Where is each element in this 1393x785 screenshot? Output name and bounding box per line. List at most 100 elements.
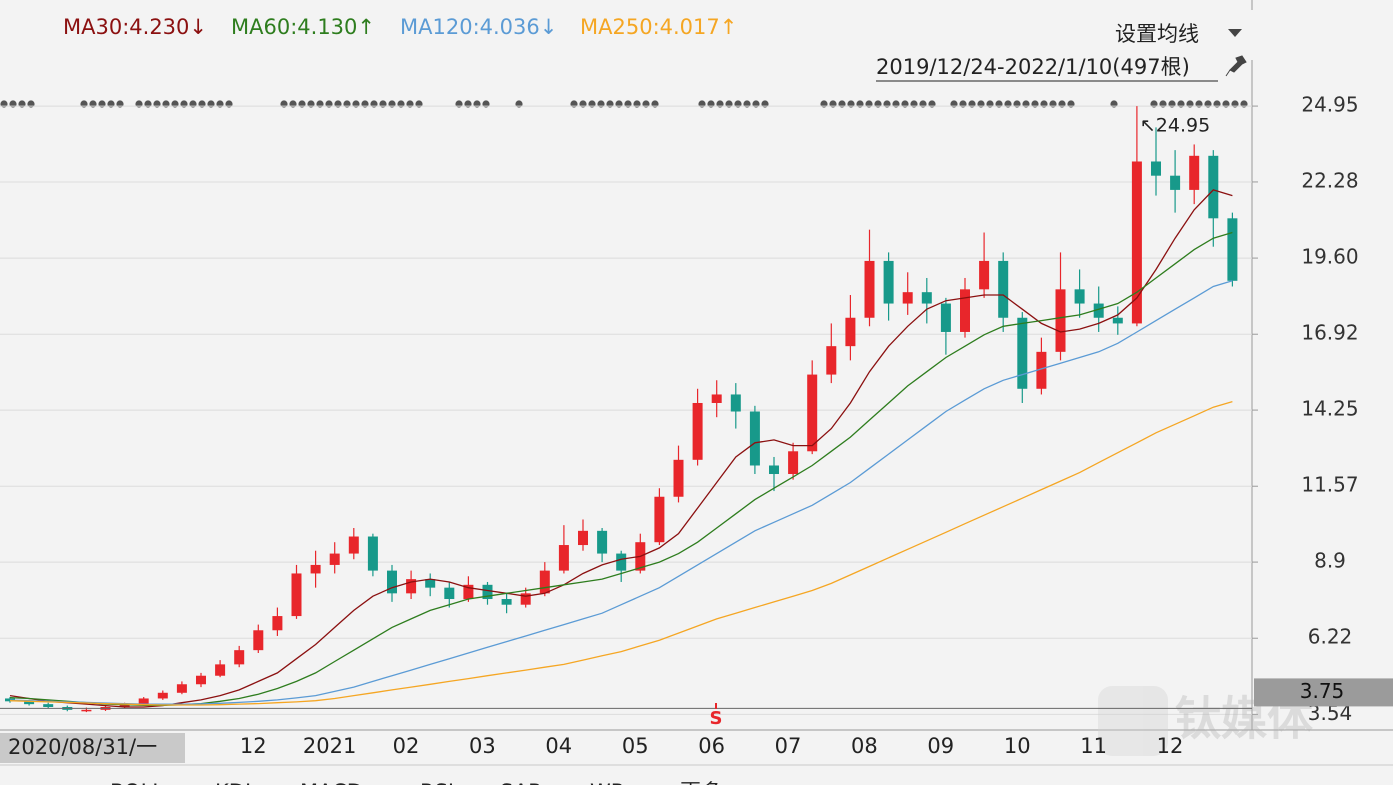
- candle-body: [1017, 317, 1028, 389]
- indicator-tab[interactable]: KDJ: [215, 780, 251, 785]
- candle-body: [310, 564, 321, 574]
- candle-body: [1112, 317, 1123, 324]
- candle-body: [597, 530, 608, 554]
- ma-line: [9, 280, 1233, 705]
- candle-body: [501, 599, 512, 605]
- candle-body: [176, 684, 187, 693]
- candle-body: [1189, 155, 1200, 190]
- candle-body: [998, 260, 1009, 318]
- candle-body: [425, 579, 436, 588]
- candle-body: [482, 584, 493, 600]
- x-tick-label: 06: [698, 734, 725, 758]
- candle-body: [157, 692, 168, 699]
- x-tick-label: 03: [469, 734, 496, 758]
- candle-body: [769, 465, 779, 475]
- y-tick-label: 8.9: [1314, 549, 1346, 573]
- crosshair-label: 3.75: [1300, 679, 1345, 703]
- candle-body: [387, 570, 397, 594]
- crosshair-box: [1254, 678, 1393, 707]
- candle-body: [1074, 289, 1085, 304]
- indicator-tab[interactable]: 更多: [680, 780, 722, 785]
- indicator-tab[interactable]: RSI: [420, 780, 454, 785]
- high-annotation: ↖24.95: [1140, 115, 1210, 137]
- candle-body: [406, 579, 417, 594]
- y-tick-label: 14.25: [1301, 397, 1358, 421]
- candle-body: [463, 584, 474, 600]
- x-tick-label: 12: [1157, 734, 1184, 758]
- candle-body: [883, 260, 894, 304]
- settings-button[interactable]: 设置均线: [1115, 22, 1199, 46]
- x-tick-label: 07: [775, 734, 802, 758]
- date-range: 2019/12/24-2022/1/10(497根): [876, 55, 1190, 79]
- ma-line: [9, 400, 1233, 706]
- y-tick-label: 16.92: [1301, 321, 1358, 345]
- candle-body: [1227, 218, 1238, 281]
- settings-panel: [1086, 10, 1256, 60]
- candle-body: [902, 292, 913, 304]
- y-tick-label: 11.57: [1301, 473, 1358, 497]
- cursor-date-box: [0, 733, 185, 763]
- plot-area: [0, 105, 1258, 715]
- indicator-tab[interactable]: MACD: [300, 780, 363, 785]
- signal-marker: S: [710, 708, 723, 729]
- candle-body: [654, 496, 665, 543]
- candle-body: [673, 459, 684, 497]
- y-tick-label: 22.28: [1301, 168, 1358, 192]
- indicator-tab[interactable]: SAR: [500, 780, 543, 785]
- candle-body: [253, 630, 264, 651]
- y-tick-label: 6.22: [1308, 625, 1353, 649]
- candle-body: [1093, 303, 1104, 318]
- candle-body: [749, 411, 760, 466]
- candle-body: [788, 451, 799, 475]
- candle-body: [692, 402, 703, 460]
- legend-entry: MA120:4.036↓: [400, 15, 557, 39]
- cursor-date: 2020/08/31/一: [8, 735, 157, 759]
- candle-body: [119, 704, 130, 707]
- candle-body: [1131, 161, 1142, 324]
- x-tick-label: 08: [851, 734, 878, 758]
- candle-body: [329, 553, 340, 565]
- candle-body: [138, 698, 149, 705]
- x-tick-label: 02: [393, 734, 420, 758]
- candle-body: [348, 536, 359, 554]
- candle-body: [196, 675, 206, 685]
- legend-entry: MA60:4.130↑: [231, 15, 375, 39]
- candle-body: [367, 536, 378, 571]
- candle-body: [444, 587, 455, 600]
- candle-body: [558, 545, 569, 571]
- candle-body: [1036, 351, 1047, 389]
- indicator-tab[interactable]: WR: [590, 780, 625, 785]
- candle-body: [616, 553, 627, 571]
- candle-body: [1055, 289, 1066, 352]
- dropdown-arrow[interactable]: [1228, 29, 1242, 37]
- candle-body: [1170, 175, 1181, 190]
- candle-body: [845, 317, 856, 347]
- candle-body: [215, 664, 226, 676]
- watermark: 钛媒体: [1098, 686, 1313, 756]
- indicator-tab[interactable]: BOLL: [110, 780, 164, 785]
- candle-body: [291, 573, 302, 617]
- x-tick-label: 2021: [303, 734, 356, 758]
- candle-body: [960, 289, 970, 332]
- pin-icon[interactable]: [1225, 55, 1247, 77]
- candle-body: [807, 374, 818, 452]
- x-tick-label: 04: [545, 734, 572, 758]
- candle-body: [81, 709, 92, 712]
- candle-body: [979, 260, 990, 290]
- x-tick-label: 10: [1004, 734, 1031, 758]
- x-tick-label: 11: [1080, 734, 1107, 758]
- candle-body: [711, 394, 722, 403]
- x-tick-label: 09: [927, 734, 954, 758]
- candle-body: [940, 303, 951, 332]
- x-tick-label: 12: [240, 734, 267, 758]
- candle-body: [730, 394, 741, 412]
- candle-body: [234, 650, 245, 665]
- candle-body: [272, 616, 283, 631]
- legend-entry: MA250:4.017↑: [580, 15, 737, 39]
- candle-body: [520, 593, 531, 605]
- legend-entry: MA30:4.230↓: [63, 15, 207, 39]
- ma-line: [9, 231, 1233, 706]
